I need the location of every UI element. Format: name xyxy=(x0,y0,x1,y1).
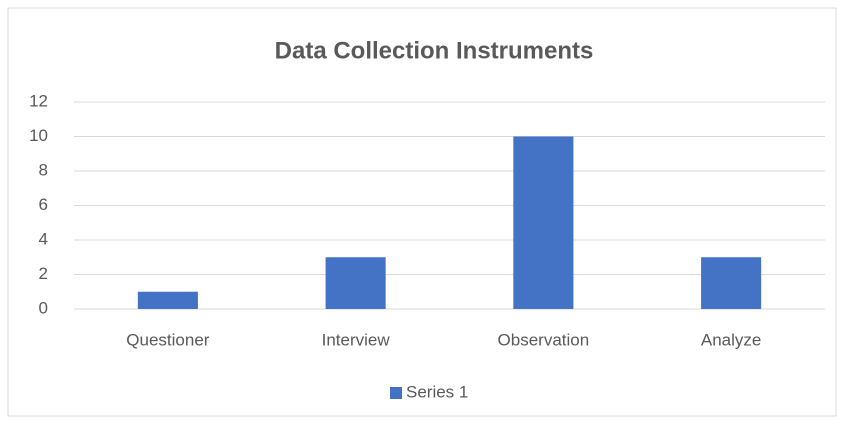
y-tick-label: 10 xyxy=(29,126,48,145)
y-tick-label: 8 xyxy=(39,160,48,179)
chart-title: Data Collection Instruments xyxy=(275,37,594,64)
legend-label: Series 1 xyxy=(406,382,468,401)
x-tick-label: Analyze xyxy=(701,330,761,349)
x-tick-label: Observation xyxy=(498,330,590,349)
y-tick-label: 12 xyxy=(29,91,48,110)
chart-border xyxy=(7,7,837,417)
y-tick-label: 2 xyxy=(39,264,48,283)
bar xyxy=(325,257,386,309)
x-tick-label: Questioner xyxy=(126,330,209,349)
x-tick-label: Interview xyxy=(322,330,391,349)
bar xyxy=(513,136,574,309)
y-tick-label: 4 xyxy=(39,229,48,248)
y-tick-label: 0 xyxy=(39,298,48,317)
bar xyxy=(137,291,198,309)
y-tick-label: 6 xyxy=(39,195,48,214)
legend-swatch xyxy=(390,387,402,399)
bar xyxy=(701,257,762,309)
